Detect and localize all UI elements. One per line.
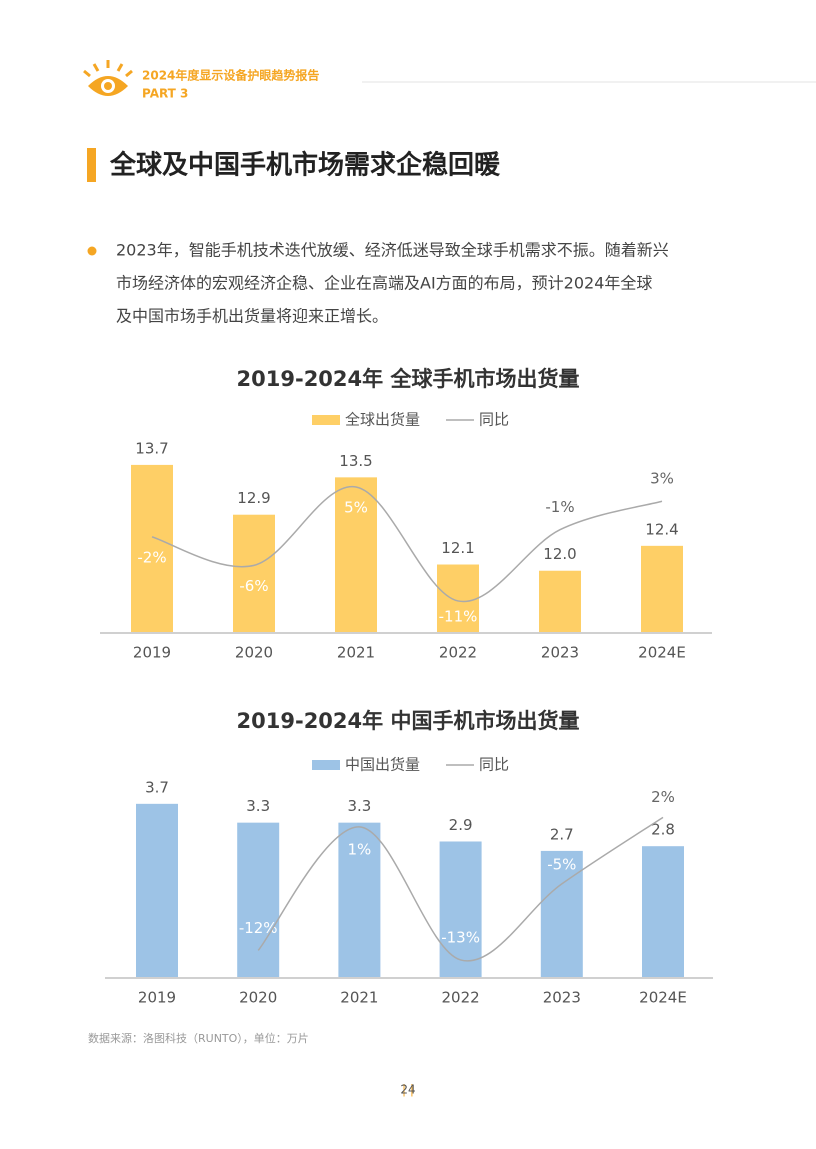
legend-label: 同比 — [479, 756, 509, 774]
line-value-label: -13% — [441, 928, 480, 946]
line-value-label: 2% — [651, 788, 675, 806]
bar — [437, 564, 479, 633]
legend-swatch — [312, 760, 340, 770]
bar — [237, 822, 280, 978]
line-value-label: -6% — [239, 577, 268, 595]
chart-title: 2019-2024年 全球手机市场出货量 — [237, 367, 580, 391]
line-value-label: 3% — [650, 470, 674, 488]
yoy-line — [151, 486, 663, 603]
x-tick-label: 2022 — [439, 644, 477, 662]
bar — [338, 822, 381, 978]
line-value-label: -12% — [239, 919, 278, 937]
page-number: 24 — [400, 1083, 415, 1097]
source: 数据来源：洛图科技（RUNTO），单位：万片 — [88, 1031, 309, 1045]
x-tick-label: 2024E — [639, 989, 687, 1007]
legend-swatch — [312, 415, 340, 425]
bullet-line: 2023年，智能手机技术迭代放缓、经济低迷导致全球手机需求不振。随着新兴 — [116, 241, 669, 260]
bar — [540, 850, 583, 978]
bar-value-label: 3.7 — [145, 778, 169, 796]
bar — [136, 803, 178, 978]
bar — [335, 477, 377, 633]
line-value-label: 5% — [344, 499, 368, 517]
bar-value-label: 12.9 — [237, 489, 270, 507]
yoy-line — [257, 816, 664, 962]
bar-value-label: 13.7 — [135, 439, 168, 457]
bar-value-label: 2.7 — [550, 825, 574, 843]
x-tick-label: 2024E — [638, 644, 686, 662]
bullet — [87, 246, 97, 256]
bar — [131, 464, 173, 633]
line-value-label: -11% — [439, 607, 478, 625]
x-tick-label: 2020 — [235, 644, 273, 662]
x-tick-label: 2019 — [138, 989, 176, 1007]
legend-label: 全球出货量 — [345, 411, 420, 429]
legend-label: 中国出货量 — [345, 756, 420, 774]
chart-title: 2019-2024年 中国手机市场出货量 — [237, 709, 580, 733]
bar — [642, 846, 684, 978]
bar-value-label: 13.5 — [339, 452, 372, 470]
header-title: 2024年度显示设备护眼趋势报告 — [142, 68, 319, 83]
bar-value-label: 12.0 — [543, 545, 576, 563]
section-title: 全球及中国手机市场需求企稳回暖 — [109, 150, 501, 181]
bar-value-label: 12.4 — [645, 520, 678, 538]
bar — [439, 841, 482, 978]
bar — [641, 545, 683, 633]
bar-value-label: 3.3 — [347, 797, 371, 815]
x-tick-label: 2022 — [442, 989, 480, 1007]
page-bracket: | | — [402, 1083, 414, 1097]
line-value-label: -5% — [547, 855, 576, 873]
bar-value-label: 3.3 — [246, 797, 270, 815]
bullet-line: 市场经济体的宏观经济企稳、企业在高端及AI方面的布局，预计2024年全球 — [116, 274, 652, 293]
x-tick-label: 2019 — [133, 644, 171, 662]
bar — [233, 514, 275, 633]
bar-value-label: 2.9 — [449, 816, 473, 834]
line-value-label: 1% — [348, 840, 372, 858]
x-tick-label: 2023 — [543, 989, 581, 1007]
line-value-label: -1% — [545, 498, 574, 516]
x-tick-label: 2021 — [337, 644, 375, 662]
x-tick-label: 2021 — [340, 989, 378, 1007]
x-tick-label: 2020 — [239, 989, 277, 1007]
bar-value-label: 12.1 — [441, 539, 474, 557]
x-tick-label: 2023 — [541, 644, 579, 662]
title-bar — [87, 148, 96, 182]
bullet-line: 及中国市场手机出货量将迎来正增长。 — [116, 307, 388, 326]
header-part: PART 3 — [142, 87, 188, 101]
bar — [539, 570, 581, 633]
legend-label: 同比 — [479, 411, 509, 429]
line-value-label: -2% — [137, 548, 166, 566]
logo — [83, 60, 133, 96]
bar-value-label: 2.8 — [651, 821, 675, 839]
